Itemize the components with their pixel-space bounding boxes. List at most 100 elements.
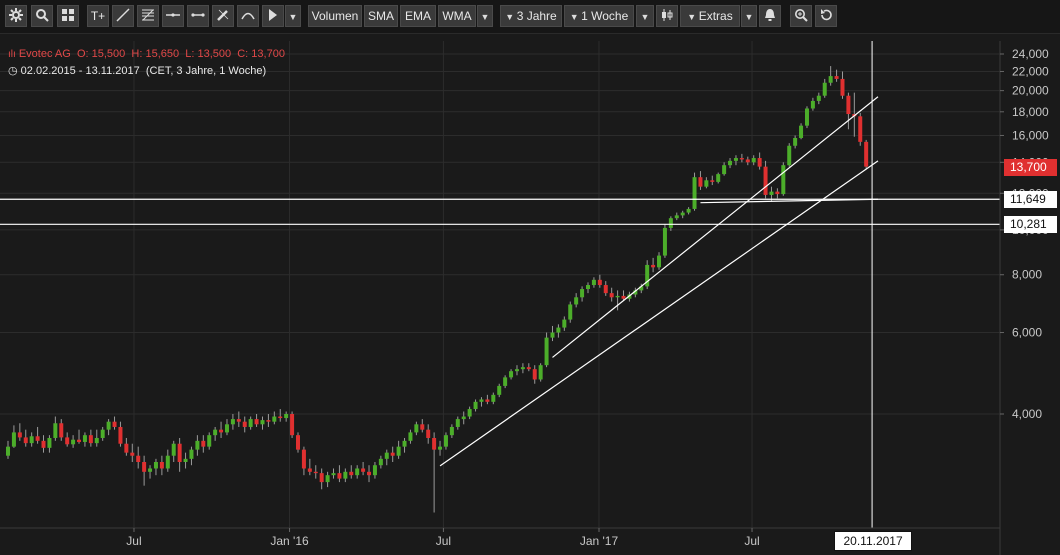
pencil-tool-button[interactable] <box>212 5 234 27</box>
x-axis: Jul Jan '16 Jul Jan '17 Jul <box>0 527 1000 548</box>
candle <box>426 424 431 444</box>
candle-body <box>396 446 401 456</box>
y-axis: 4,0006,0008,00010,00012,00014,00016,0001… <box>999 41 1049 555</box>
candle-body <box>254 419 259 425</box>
last-price-tag: 13,700 <box>1004 158 1057 176</box>
extras-dropdown-button[interactable]: ▼ <box>741 5 757 27</box>
candle-body <box>213 429 218 436</box>
volumen-button[interactable]: Volumen <box>308 5 362 27</box>
candle <box>254 414 259 427</box>
candle <box>591 277 596 288</box>
candle-body <box>751 158 756 163</box>
horizontal-segment-tool-button[interactable] <box>187 5 209 27</box>
text-tool-button[interactable]: T+ <box>87 5 109 27</box>
grid-icon <box>62 9 74 21</box>
tools-dropdown-button[interactable]: ▼ <box>285 5 301 27</box>
candle <box>716 172 721 184</box>
text-plus-icon: T+ <box>90 9 106 23</box>
candle <box>100 426 105 441</box>
candle-body <box>763 166 768 195</box>
candle <box>118 421 123 447</box>
alarm-button[interactable] <box>759 5 781 27</box>
candle-body <box>514 369 519 372</box>
crosshair-date-tag: 20.11.2017 <box>834 531 913 551</box>
fibonacci-tool-button[interactable] <box>137 5 159 27</box>
candle <box>331 468 336 479</box>
ohlc-legend: ılı Evotec AG O: 15,500 H: 15,650 L: 13,… <box>8 48 285 60</box>
ema-button[interactable]: EMA <box>400 5 436 27</box>
candle <box>106 419 111 436</box>
sma-button[interactable]: SMA <box>364 5 398 27</box>
toolbar: T+ ▼ Volumen SMA EMA WMA ▼ ▼ 3 Jahre ▼ 1… <box>0 0 1060 34</box>
candle-body <box>775 191 780 195</box>
candle <box>550 325 555 342</box>
gear-icon <box>9 8 23 22</box>
candle-body <box>136 455 141 462</box>
level-price-tag-upper[interactable]: 11,649 <box>1004 191 1057 209</box>
candle <box>479 397 484 407</box>
y-tick-label: 6,000 <box>1012 326 1042 340</box>
zoom-button[interactable] <box>31 5 53 27</box>
interval-dropdown-button[interactable]: ▼ <box>636 5 654 27</box>
candle <box>183 452 188 469</box>
candle <box>621 290 626 301</box>
candle <box>538 363 543 382</box>
range-select[interactable]: ▼ 3 Jahre <box>500 5 562 27</box>
candle <box>657 252 662 270</box>
interval-select[interactable]: ▼ 1 Woche <box>564 5 634 27</box>
candle <box>443 432 448 450</box>
candle-body <box>118 426 123 444</box>
y-tick-label: 16,000 <box>1012 128 1049 142</box>
trendline <box>439 160 879 467</box>
candle-body <box>858 116 863 142</box>
candle <box>793 135 798 149</box>
candle <box>864 139 869 170</box>
candle <box>319 468 324 490</box>
candle-body <box>201 440 206 447</box>
wma-button[interactable]: WMA <box>438 5 476 27</box>
arrow-tool-button[interactable] <box>262 5 284 27</box>
trendline-tool-button[interactable] <box>112 5 134 27</box>
candle-body <box>449 426 454 436</box>
candle-body <box>609 293 614 298</box>
zoom-in-button[interactable] <box>790 5 812 27</box>
x-tick-label: Jul <box>744 534 759 548</box>
candle <box>130 443 135 462</box>
candle <box>574 293 579 308</box>
candle-body <box>580 289 585 298</box>
symbol-label: Evotec AG <box>18 48 71 60</box>
candle <box>278 409 283 422</box>
chart-type-button[interactable] <box>656 5 678 27</box>
clock-icon: ◷ <box>8 65 18 77</box>
candle <box>775 188 780 199</box>
candle <box>11 425 16 448</box>
extras-select[interactable]: ▼ Extras <box>680 5 740 27</box>
candle <box>355 465 360 479</box>
candle-body <box>503 377 508 386</box>
candle-body <box>349 471 354 476</box>
candle <box>816 92 821 105</box>
candle-body <box>384 452 389 459</box>
level-price-tag-lower[interactable]: 10,281 <box>1004 216 1057 234</box>
low-value: L: 13,500 <box>185 48 232 60</box>
indicator-dropdown-button[interactable]: ▼ <box>477 5 493 27</box>
settings-button[interactable] <box>5 5 27 27</box>
candle-body <box>367 471 372 476</box>
candle <box>124 437 129 456</box>
candle <box>840 71 845 99</box>
candle-body <box>230 419 235 425</box>
arc-tool-button[interactable] <box>237 5 259 27</box>
candle <box>112 416 117 430</box>
candle <box>142 455 147 486</box>
fibonacci-icon <box>142 9 154 21</box>
candle-body <box>88 435 93 444</box>
candle-body <box>520 367 525 370</box>
horizontal-line-icon <box>166 13 180 17</box>
candle-body <box>112 421 117 427</box>
layout-button[interactable] <box>57 5 79 27</box>
reset-button[interactable] <box>815 5 837 27</box>
candle <box>514 365 519 376</box>
horizontal-line-tool-button[interactable] <box>162 5 184 27</box>
candle <box>272 411 277 425</box>
